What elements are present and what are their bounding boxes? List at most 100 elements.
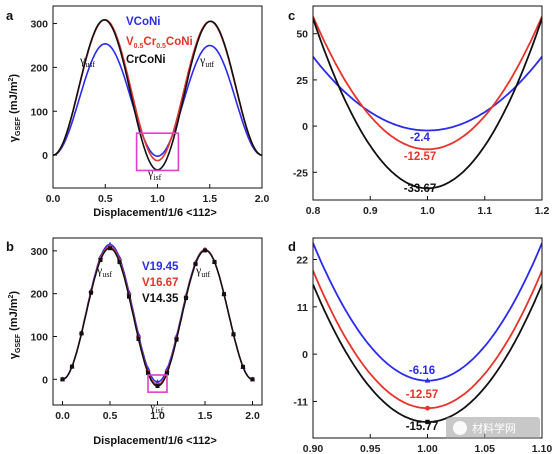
panel-letter-c: c [288, 8, 295, 23]
x-tick-label-d-1: 0.95 [360, 443, 381, 454]
y-tick-label-d-0: -11 [293, 396, 308, 408]
x-tick-label-b-0: 0.0 [55, 410, 70, 422]
min-marker-d-2 [425, 419, 430, 425]
marker-b-2-8 [136, 336, 141, 341]
y-tick-label-c-2: 25 [296, 75, 308, 87]
x-tick-label-d-0: 0.90 [303, 443, 324, 454]
x-tick-label-c-0: 0.8 [306, 205, 321, 217]
marker-b-2-6 [117, 260, 122, 265]
marker-b-2-15 [203, 248, 207, 253]
min-marker-d-0 [424, 377, 431, 383]
y-tick-label-a-3: 300 [30, 19, 48, 31]
legend-entry-v1945: V19.45 [142, 261, 179, 273]
x-tick-label-c-4: 1.2 [535, 205, 550, 217]
marker-b-2-13 [184, 296, 188, 301]
marker-b-2-0 [60, 377, 65, 382]
min-marker-d-1 [425, 405, 430, 411]
x-tick-label-d-2: 1.00 [417, 443, 438, 454]
series-line-a-0 [53, 42, 262, 158]
marker-b-2-20 [250, 377, 255, 382]
min-label-d-blue: -6.16 [409, 365, 435, 377]
x-tick-label-a-1: 0.5 [98, 193, 113, 205]
marker-b-2-3 [89, 290, 93, 295]
y-axis-title-b: γGSEF (mJ/m2) [8, 291, 22, 360]
x-tick-label-d-3: 1.05 [475, 443, 496, 454]
legend-b: V19.45 V16.67 V14.35 [142, 261, 179, 305]
x-axis-title-a: Displacement/1/6 <112> [93, 207, 217, 219]
marker-b-2-12 [174, 337, 179, 342]
legend-entry-v1435: V14.35 [142, 293, 179, 305]
chart-panel-c: 0.8 0.9 1.0 1.1 1.2 -25 0 25 50 [293, 5, 550, 217]
highlight-box-b [147, 374, 168, 393]
y-tick-label-d-3: 22 [296, 255, 308, 267]
x-tick-label-b-4: 2.0 [245, 410, 260, 422]
panel-letter-a: a [6, 8, 14, 23]
y-tick-label-c-3: 50 [296, 29, 308, 41]
marker-b-2-18 [231, 332, 236, 337]
marker-b-2-5 [108, 246, 112, 251]
panel-letter-b: b [6, 239, 14, 254]
svg-text:γGSEF (mJ/m2): γGSEF (mJ/m2) [8, 291, 22, 360]
marker-b-2-10 [155, 384, 160, 389]
series-line-d-1 [313, 270, 542, 410]
x-tick-label-b-3: 1.5 [198, 410, 213, 422]
marker-b-2-4 [98, 258, 103, 263]
legend-entry-v05cr05coni: V0.5Cr0.5CoNi [126, 36, 193, 50]
y-tick-label-a-0: 0 [42, 150, 48, 162]
x-tick-label-a-2: 1.0 [150, 193, 165, 205]
x-tick-label-b-2: 1.0 [150, 410, 165, 422]
gamma-usf-label-b: γusf [96, 263, 112, 279]
y-tick-label-c-0: -25 [293, 167, 308, 179]
y-tick-label-d-1: 0 [302, 349, 308, 361]
marker-b-2-11 [165, 371, 169, 376]
x-axis-title-b: Displacement/1/6 <112> [93, 435, 217, 447]
x-tick-label-b-1: 0.5 [103, 410, 118, 422]
series-line-a-1 [53, 18, 262, 162]
y-tick-label-b-0: 0 [42, 374, 48, 386]
min-label-c-red: -12.57 [404, 151, 437, 163]
chart-panel-b: 0.0 0.5 1.0 1.5 2.0 0 100 200 300 [30, 237, 263, 422]
chart-panel-d: 0.90 0.95 1.00 1.05 1.10 -11 0 11 22 [293, 237, 553, 454]
x-tick-label-c-1: 0.9 [363, 205, 378, 217]
y-tick-label-a-2: 200 [30, 62, 48, 74]
y-tick-label-b-1: 100 [30, 331, 48, 343]
marker-b-2-14 [193, 262, 198, 267]
legend-entry-crconi: CrCoNi [126, 54, 166, 66]
series-line-c-2 [313, 18, 542, 190]
watermark: 材料学网 [446, 417, 540, 439]
marker-b-2-19 [241, 364, 245, 369]
marker-b-2-7 [127, 294, 131, 299]
y-tick-label-b-2: 200 [30, 289, 48, 301]
series-line-d-0 [313, 242, 542, 382]
y-tick-label-b-3: 300 [30, 246, 48, 258]
highlight-box-a [135, 132, 180, 172]
min-label-d-red: -12.57 [406, 389, 439, 401]
x-tick-label-d-4: 1.10 [532, 443, 553, 454]
x-tick-label-c-3: 1.1 [477, 205, 492, 217]
marker-b-2-9 [146, 371, 150, 376]
gamma-isf-label-b: γisf [149, 399, 164, 415]
x-tick-label-a-4: 2.0 [255, 193, 270, 205]
x-tick-label-a-0: 0.0 [46, 193, 61, 205]
chart-panel-a: 0.0 0.5 1.0 1.5 2.0 0 100 200 300 [30, 5, 270, 205]
y-axis-title-a: γGSEF (mJ/m2) [8, 74, 22, 143]
y-tick-label-d-2: 11 [297, 302, 308, 314]
y-tick-label-a-1: 100 [30, 106, 48, 118]
marker-b-2-2 [79, 331, 84, 336]
wechat-icon [453, 421, 467, 435]
y-tick-label-c-1: 0 [302, 121, 308, 133]
min-label-c-blue: -2.4 [410, 132, 430, 144]
marker-b-2-1 [70, 364, 74, 369]
min-label-d-black: -15.77 [406, 421, 439, 433]
x-tick-label-a-3: 1.5 [202, 193, 217, 205]
watermark-text: 材料学网 [472, 421, 516, 435]
legend-a: VCoNi V0.5Cr0.5CoNi CrCoNi [126, 16, 193, 66]
marker-b-2-17 [222, 292, 226, 297]
min-label-c-black: -33.67 [404, 183, 437, 195]
series-line-c-1 [313, 15, 542, 151]
x-tick-label-c-2: 1.0 [420, 205, 435, 217]
legend-entry-v1667: V16.67 [142, 277, 178, 289]
legend-entry-vconi: VCoNi [126, 16, 161, 28]
gamma-utf-label-a: γutf [199, 53, 215, 69]
